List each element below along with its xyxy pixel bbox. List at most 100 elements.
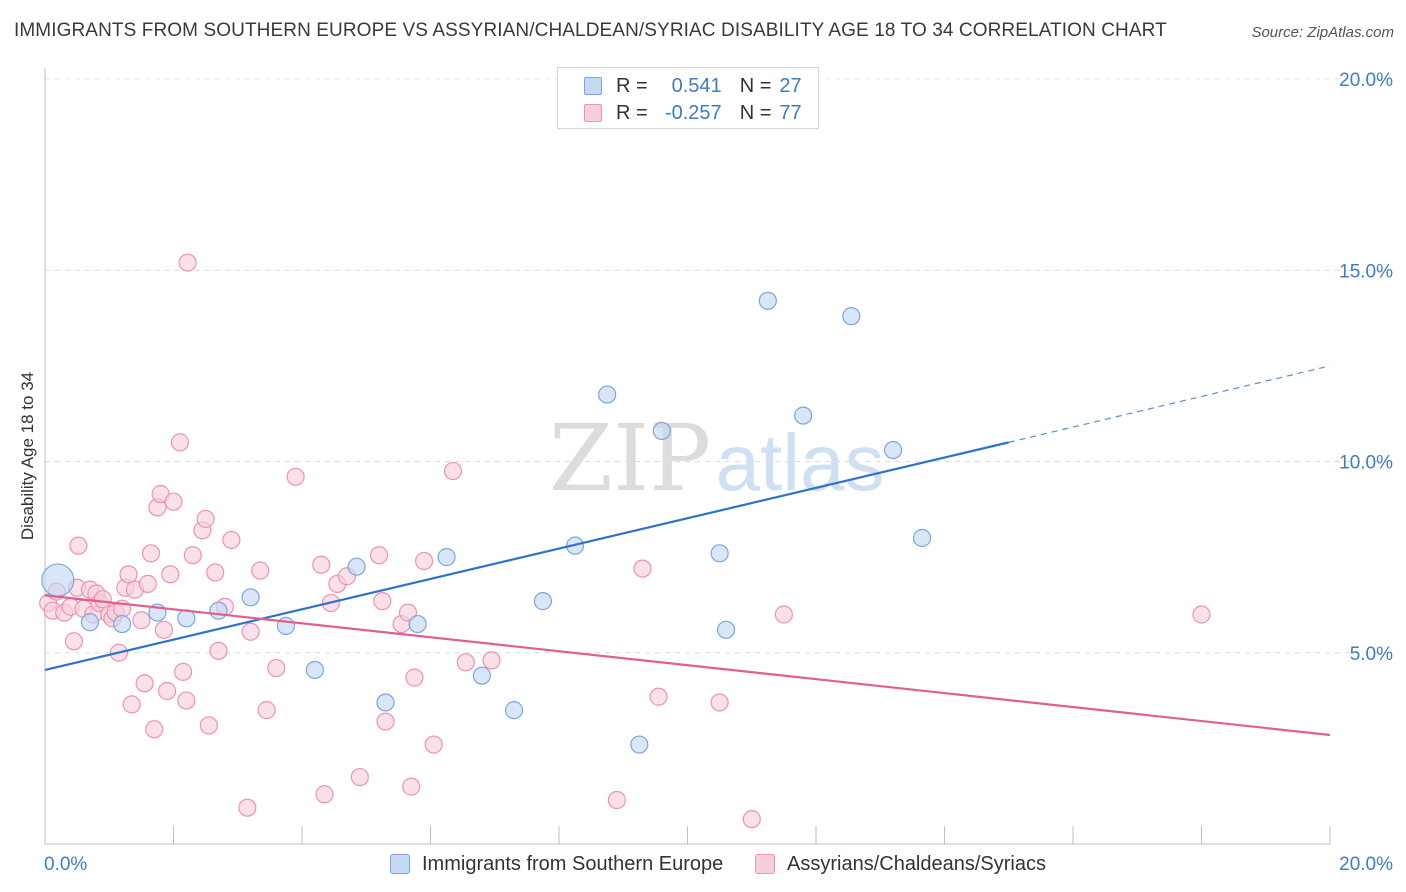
point-assyrians <box>161 565 180 584</box>
point-assyrians <box>69 536 88 555</box>
y-axis-label: Disability Age 18 to 34 <box>18 372 37 540</box>
point-assyrians <box>456 653 475 672</box>
point-assyrians <box>132 611 151 630</box>
x-tick-labels: 0.0% 20.0% <box>44 854 1393 875</box>
x-tick-label: 0.0% <box>44 854 87 875</box>
legend-n-value: 27 <box>779 74 802 97</box>
point-assyrians <box>93 590 112 609</box>
legend-r-value: 0.541 <box>671 74 722 97</box>
point-immigrants <box>598 385 617 404</box>
y-tick-label: 20.0% <box>1339 70 1393 91</box>
legend-n-label: N = <box>739 74 772 97</box>
point-immigrants <box>472 666 491 685</box>
point-assyrians <box>141 544 161 563</box>
point-assyrians <box>206 563 225 582</box>
watermark-atlas: atlas <box>716 418 885 507</box>
point-immigrants <box>652 421 671 440</box>
trend-lines <box>44 365 1331 737</box>
legend-r-value: -0.257 <box>664 101 722 124</box>
point-assyrians <box>154 620 173 639</box>
legend-n-value: 77 <box>779 101 802 124</box>
point-assyrians <box>183 546 202 565</box>
point-assyrians <box>196 509 215 528</box>
point-assyrians <box>1192 605 1211 624</box>
chart-title: IMMIGRANTS FROM SOUTHERN EUROPE VS ASSYR… <box>14 20 1167 41</box>
point-immigrants <box>376 693 395 712</box>
point-assyrians <box>138 574 157 594</box>
point-assyrians <box>373 592 392 611</box>
point-assyrians <box>424 735 443 754</box>
legend-r-label: R = <box>616 101 648 124</box>
point-assyrians <box>199 716 218 735</box>
point-assyrians <box>209 641 228 660</box>
point-immigrants <box>41 563 75 597</box>
point-immigrants <box>305 660 324 680</box>
point-assyrians <box>405 668 424 687</box>
point-assyrians <box>157 681 177 701</box>
point-assyrians <box>170 433 190 452</box>
point-assyrians <box>164 492 183 511</box>
point-immigrants <box>912 528 932 548</box>
point-assyrians <box>774 605 793 624</box>
point-immigrants <box>883 440 903 460</box>
point-assyrians <box>312 555 331 574</box>
series-name-assyrians: Assyrians/Chaldeans/Syriacs <box>787 852 1046 875</box>
y-tick-label: 10.0% <box>1339 453 1393 474</box>
gridlines <box>45 78 1392 654</box>
point-immigrants <box>716 620 736 639</box>
point-assyrians <box>119 565 138 584</box>
axes <box>44 68 1331 845</box>
point-assyrians <box>710 693 729 712</box>
point-assyrians <box>267 658 286 678</box>
trend-line-assyrians <box>44 594 1331 737</box>
point-immigrants <box>842 307 861 326</box>
point-assyrians <box>633 559 652 578</box>
point-assyrians <box>174 662 193 681</box>
point-assyrians <box>607 790 626 810</box>
watermark-zip: ZIP <box>549 405 711 512</box>
point-assyrians <box>145 720 164 739</box>
y-tick-label: 15.0% <box>1339 261 1393 282</box>
trend-line-immigrants <box>44 441 1010 672</box>
point-assyrians <box>251 561 270 580</box>
point-assyrians <box>222 530 241 550</box>
point-immigrants <box>112 614 132 634</box>
point-assyrians <box>649 687 668 706</box>
point-assyrians <box>135 674 154 693</box>
point-immigrants <box>794 406 813 425</box>
legend-n-label: N = <box>739 101 772 124</box>
chart-source: Source: ZipAtlas.com <box>1251 24 1394 41</box>
point-immigrants <box>209 601 228 620</box>
point-immigrants <box>347 557 366 576</box>
point-immigrants <box>758 291 777 310</box>
point-assyrians <box>286 467 305 486</box>
point-assyrians <box>376 712 395 731</box>
y-tick-label: 5.0% <box>1350 644 1393 665</box>
correlation-legend: R = 0.541 N = 27 R = -0.257 N = 77 <box>557 67 819 129</box>
series-legend-assyrians: Assyrians/Chaldeans/Syriacs <box>755 851 1046 877</box>
point-immigrants <box>408 614 427 634</box>
point-assyrians <box>238 798 257 817</box>
point-immigrants <box>80 613 100 632</box>
point-assyrians <box>402 777 421 796</box>
point-immigrants <box>533 592 553 611</box>
point-assyrians <box>414 551 434 571</box>
watermark: ZIP atlas <box>549 405 885 512</box>
point-assyrians <box>742 810 761 829</box>
series-legend-immigrants: Immigrants from Southern Europe <box>390 851 723 877</box>
point-assyrians <box>241 622 260 641</box>
legend-r-label: R = <box>616 74 648 97</box>
legend-row-assyrians: R = -0.257 N = 77 <box>584 100 802 126</box>
point-assyrians <box>482 651 501 670</box>
point-assyrians <box>315 785 334 804</box>
point-immigrants <box>630 735 649 754</box>
point-assyrians <box>178 253 197 272</box>
point-immigrants <box>437 548 456 567</box>
legend-swatch-pink <box>584 104 602 122</box>
series-swatch-blue <box>390 854 410 874</box>
point-assyrians <box>370 546 389 565</box>
series-swatch-pink <box>755 854 775 874</box>
trend-line-extension <box>1008 365 1331 443</box>
series-name-immigrants: Immigrants from Southern Europe <box>422 852 724 875</box>
